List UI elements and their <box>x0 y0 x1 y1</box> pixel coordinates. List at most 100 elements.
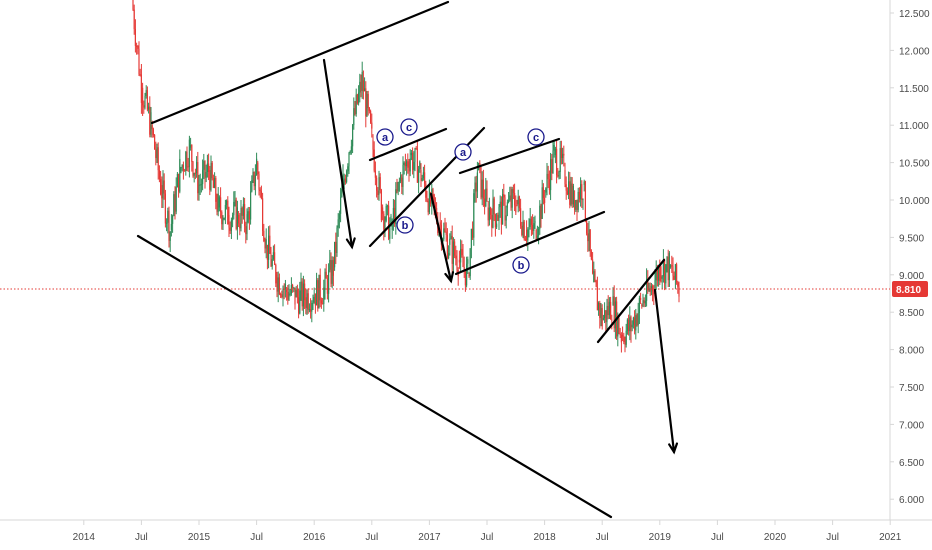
candle-body <box>244 204 246 227</box>
wave-label-b: b <box>518 260 525 272</box>
candle-body <box>600 308 602 319</box>
candle-body <box>418 169 420 183</box>
candle-body <box>355 94 357 114</box>
candle-body <box>674 264 676 280</box>
candle-body <box>469 248 471 277</box>
candle-body <box>608 301 610 316</box>
candle-body <box>509 195 511 201</box>
candle-body <box>202 169 204 185</box>
candle-body <box>557 175 559 177</box>
candle-body <box>299 290 301 314</box>
candle-body <box>395 189 397 224</box>
candle-body <box>428 184 430 213</box>
candle-body <box>547 173 549 180</box>
candle-body <box>454 241 456 256</box>
candle-body <box>161 185 163 199</box>
x-tick-label: 2016 <box>303 532 326 543</box>
candle-body <box>658 266 660 281</box>
candle-body <box>604 310 606 319</box>
candle-body <box>376 177 378 191</box>
candle-body <box>179 158 181 192</box>
candle-body <box>574 200 576 210</box>
candle-body <box>520 208 522 226</box>
candle-body <box>366 93 368 117</box>
candle-body <box>270 253 272 267</box>
candle-body <box>144 96 146 108</box>
wave-label-circle <box>396 216 414 234</box>
candle-body <box>628 319 630 332</box>
candle-body <box>269 235 271 254</box>
wave-label-c: c <box>533 132 539 144</box>
candle-body <box>659 266 661 282</box>
projection-arrow <box>653 288 676 454</box>
candle-body <box>323 287 325 304</box>
candle-body <box>481 179 483 198</box>
candle-body <box>490 207 492 215</box>
candle-body <box>629 317 631 332</box>
candle-body <box>623 336 625 343</box>
candle-body <box>576 200 578 210</box>
candle-body <box>137 45 139 49</box>
candle-body <box>524 239 526 241</box>
candle-body <box>626 319 628 331</box>
wave-label-c: c <box>406 122 412 134</box>
wave-label-circle <box>512 256 530 274</box>
current-price-label: 8.810 <box>896 285 921 296</box>
candle-body <box>464 270 466 286</box>
candle-body <box>334 241 336 268</box>
candle-body <box>292 285 294 288</box>
candle-body <box>539 205 541 230</box>
y-tick-label: 10.500 <box>899 159 930 170</box>
candle-body <box>378 177 380 196</box>
candle-body <box>656 269 658 281</box>
candle-body <box>619 333 621 336</box>
candle-body <box>148 106 150 110</box>
candle-body <box>316 280 318 306</box>
candle-body <box>596 286 598 311</box>
candle-body <box>314 293 316 306</box>
x-tick-label: 2020 <box>764 532 787 543</box>
candle-body <box>548 179 550 191</box>
candle-body <box>474 182 476 194</box>
candle-body <box>133 9 135 30</box>
candle-body <box>353 108 355 126</box>
candle-body <box>232 215 234 221</box>
candle-body <box>671 265 673 267</box>
candle-body <box>406 161 408 167</box>
x-tick-label: Jul <box>365 532 378 543</box>
candle-body <box>172 216 174 224</box>
candle-body <box>197 162 199 194</box>
candle-body <box>214 177 216 188</box>
candle-body <box>569 181 571 205</box>
candle-body <box>456 258 458 271</box>
candle-body <box>325 271 327 279</box>
candle-body <box>302 283 304 307</box>
candle-body <box>473 193 475 238</box>
trend-line <box>596 258 666 344</box>
candle-body <box>276 274 278 292</box>
trend-line <box>458 137 561 175</box>
candle-body <box>413 161 415 170</box>
candle-body <box>277 277 279 292</box>
candle-body <box>582 199 584 201</box>
candle-body <box>422 172 424 178</box>
candle-body <box>480 164 482 198</box>
candle-body <box>222 219 224 225</box>
candle-body <box>614 301 616 329</box>
candle-body <box>526 229 528 241</box>
candle-body <box>641 304 643 306</box>
candle-body <box>408 167 410 172</box>
candle-body <box>646 278 648 301</box>
candle-body <box>407 161 409 168</box>
candle-body <box>282 288 284 298</box>
x-tick-label: 2018 <box>533 532 556 543</box>
candle-body <box>257 162 259 175</box>
candle-body <box>274 252 276 265</box>
candle-body <box>272 252 274 260</box>
candle-body <box>343 178 345 186</box>
candle-body <box>192 161 194 176</box>
candle-body <box>187 166 189 168</box>
candle-body <box>392 207 394 224</box>
candle-body <box>400 175 402 182</box>
candle-body <box>320 300 322 304</box>
